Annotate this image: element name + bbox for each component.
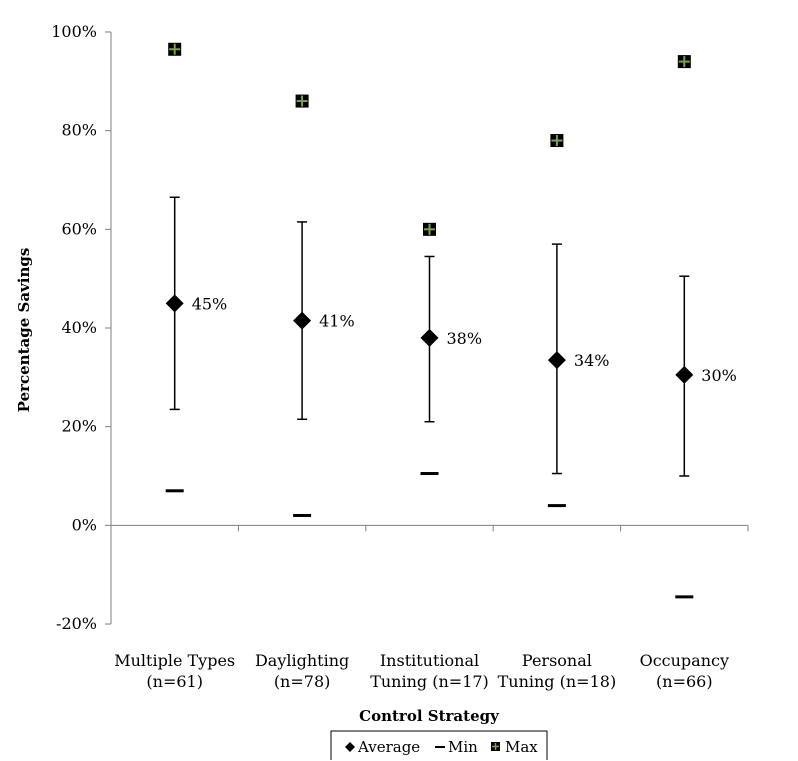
y-tick-label: 60%: [61, 219, 97, 238]
category-label-line: Tuning (n=18): [498, 672, 617, 691]
max-point: [423, 222, 436, 236]
legend-average-marker: [345, 742, 355, 752]
min-point: [675, 595, 694, 599]
min-point: [420, 472, 439, 476]
average-point: [547, 351, 566, 370]
category-label-line: Multiple Types: [114, 651, 235, 670]
category-label: Occupancy (n=66): [640, 651, 729, 691]
average-point: [293, 311, 312, 330]
category-label-line: Personal: [522, 651, 592, 670]
y-tick-label: 40%: [61, 318, 97, 337]
average-data-label: 30%: [701, 366, 737, 385]
max-point: [550, 134, 564, 148]
max-point: [295, 94, 309, 108]
category-label-line: Institutional: [380, 651, 479, 670]
chart-marks: 45% 41% 38% 34% 30%: [165, 42, 737, 599]
legend-entry-average: Average: [345, 738, 420, 756]
category-label-line: (n=61): [146, 672, 203, 691]
average-data-label: 41%: [319, 312, 355, 331]
min-point: [293, 513, 312, 517]
category-label-line: (n=66): [656, 672, 713, 691]
legend-max-label: Max: [505, 738, 538, 756]
y-tick-label: 100%: [51, 22, 97, 41]
legend-average-label: Average: [357, 738, 420, 756]
category-label-line: Occupancy: [640, 651, 729, 670]
legend-entry-max: Max: [491, 738, 538, 756]
y-tick-labels: -20% 0% 20% 40% 60% 80% 100%: [51, 22, 97, 633]
average-point: [420, 328, 439, 347]
legend-entry-min: Min: [435, 738, 478, 756]
legend-box: [330, 730, 548, 760]
legend-min-marker: [435, 746, 445, 748]
min-point: [547, 504, 566, 508]
axes: [105, 31, 749, 625]
y-tick-label: 80%: [61, 121, 97, 140]
category-label: Multiple Types (n=61): [114, 651, 235, 691]
average-data-label: 38%: [447, 329, 483, 348]
y-tick-label: 20%: [61, 417, 97, 436]
y-axis-title: Percentage Savings: [15, 248, 33, 413]
category-label: Institutional Tuning (n=17): [370, 651, 489, 691]
category-label-line: Tuning (n=17): [370, 672, 489, 691]
category-label: Daylighting (n=78): [255, 651, 349, 691]
average-data-label: 45%: [192, 294, 228, 313]
min-point: [165, 489, 184, 493]
x-axis-title: Control Strategy: [359, 707, 500, 725]
max-point: [677, 55, 691, 69]
average-point: [165, 294, 184, 313]
category-label-line: Daylighting: [255, 651, 349, 670]
legend-min-label: Min: [448, 738, 478, 756]
y-tick-label: 0%: [72, 515, 97, 534]
average-point: [675, 365, 694, 384]
category-label: Personal Tuning (n=18): [498, 651, 617, 691]
category-label-line: (n=78): [274, 672, 331, 691]
y-tick-label: -20%: [56, 614, 97, 633]
max-point: [168, 42, 182, 56]
category-labels: Multiple Types (n=61) Daylighting (n=78) Ins…: [114, 651, 729, 691]
legend: Average Min Max: [330, 730, 548, 760]
legend-max-marker: [491, 742, 500, 751]
average-data-label: 34%: [574, 351, 610, 370]
